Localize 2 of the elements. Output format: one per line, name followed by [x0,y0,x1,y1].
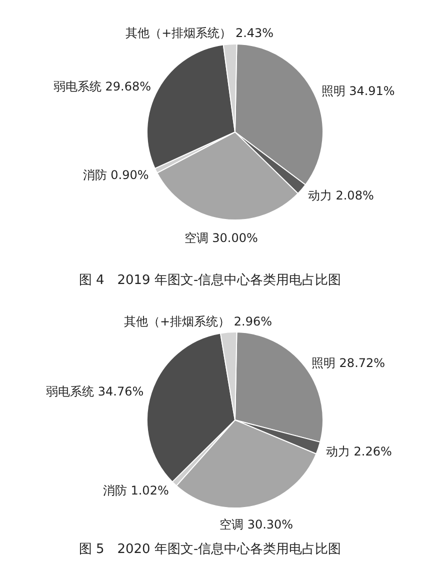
title: 图 4 2019 年图文-信息中心各类用电占比图 [78,273,342,288]
title: 图 5 2020 年图文-信息中心各类用电占比图 [78,542,342,557]
